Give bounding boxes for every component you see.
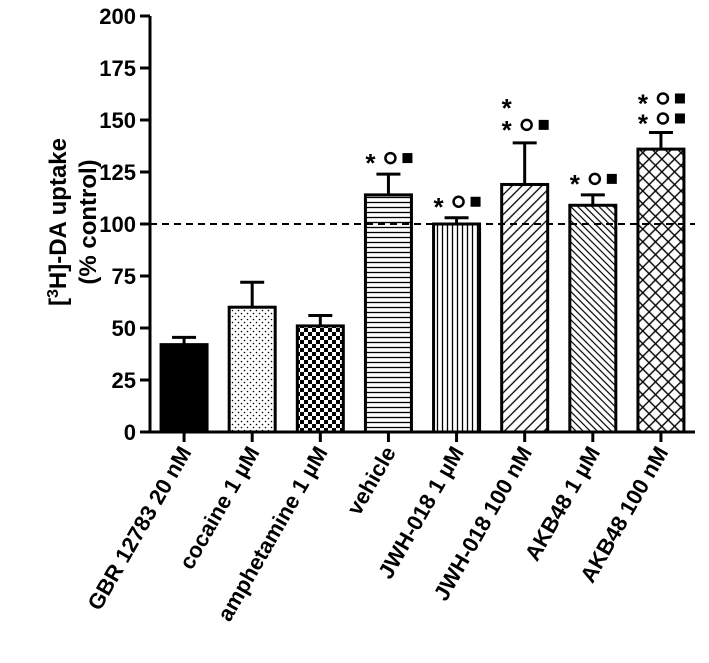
bar: [568, 203, 618, 434]
bars: [159, 147, 686, 434]
bar: [227, 305, 277, 434]
square-marker: [674, 113, 685, 124]
y-tick-label: 50: [112, 316, 136, 341]
bar: [159, 343, 209, 434]
y-tick-label: 175: [99, 56, 136, 81]
square-marker: [402, 153, 413, 164]
y-axis-title-rest: H]-DA uptake: [45, 138, 72, 289]
y-tick-label: 200: [99, 4, 136, 29]
y-tick-label: 100: [99, 212, 136, 237]
bar: [432, 222, 482, 434]
y-tick-label: 125: [99, 160, 136, 185]
y-tick-label: 25: [112, 368, 136, 393]
circle-marker: [384, 151, 397, 165]
circle-marker: [656, 92, 670, 105]
y-tick-label: 0: [124, 420, 136, 445]
y-tick-label: 75: [112, 264, 136, 289]
square-marker: [470, 196, 481, 207]
significance-marker: **: [502, 93, 549, 145]
circle-marker: [588, 172, 602, 186]
significance-markers: *******: [365, 88, 685, 222]
significance-marker: **: [638, 88, 685, 138]
square-marker: [606, 173, 617, 184]
circle-marker: [656, 112, 670, 125]
x-tick-label: vehicle: [342, 442, 401, 519]
star-marker: *: [638, 88, 649, 118]
circle-marker: [452, 195, 465, 209]
bar: [500, 182, 550, 434]
y-tick-label: 150: [99, 108, 136, 133]
x-tick-label: GBR 12783 20 nM: [82, 442, 196, 614]
svg-text:[3H]-DA uptake: [3H]-DA uptake: [45, 138, 73, 306]
y-axis-title: [3H]-DA uptake (% control): [45, 138, 103, 306]
y-axis-title-sup: 3: [45, 289, 62, 298]
y-axis-title-line2: (% control): [75, 159, 102, 284]
star-marker: *: [365, 148, 376, 178]
circle-marker: [520, 118, 533, 132]
star-marker: *: [502, 115, 513, 145]
significance-marker: *: [434, 192, 481, 222]
square-marker: [674, 93, 685, 104]
bar: [295, 324, 345, 434]
y-axis-title-prefix: [: [45, 298, 72, 306]
square-marker: [538, 119, 549, 130]
bar: [636, 147, 686, 434]
star-marker: *: [638, 108, 649, 138]
error-bars: [172, 130, 673, 345]
significance-marker: *: [570, 169, 617, 199]
bar: [363, 193, 413, 434]
star-marker: *: [570, 169, 581, 199]
star-marker: *: [502, 93, 513, 123]
significance-marker: *: [365, 148, 413, 178]
star-marker: *: [434, 192, 445, 222]
